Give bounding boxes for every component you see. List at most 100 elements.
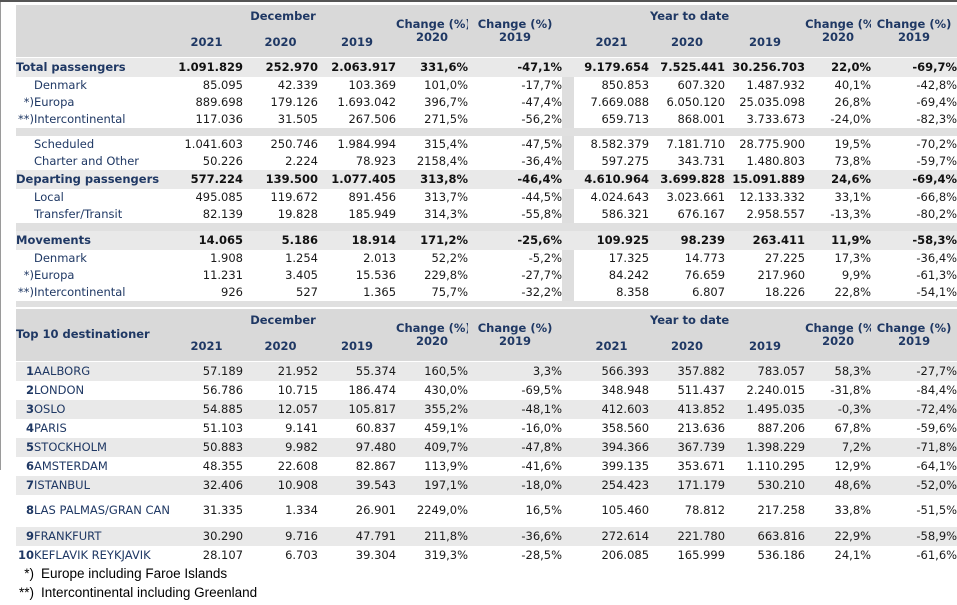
value-cell: 229,8% [396, 267, 469, 284]
value-cell: 3,3% [468, 361, 563, 381]
value-cell: 185.949 [318, 206, 397, 223]
gap-cell [562, 476, 575, 495]
value-cell: -24,0% [805, 111, 872, 128]
row-marker [16, 153, 34, 170]
value-cell: 676.167 [649, 206, 726, 223]
gap-cell [562, 57, 575, 77]
value-cell: 343.731 [649, 153, 726, 170]
row-label: Local [34, 189, 170, 206]
value-cell: -47,1% [468, 57, 563, 77]
table-row: 1 AALBORG 57.189 21.952 55.374 160,5% 3,3% 566.… [16, 361, 957, 381]
value-cell: 171.179 [649, 476, 726, 495]
value-cell: 25.035.098 [725, 94, 806, 111]
gap-cell [562, 457, 575, 476]
top10-table: Top 10 destinationer December Change (%)… [16, 309, 957, 565]
value-cell: 1.693.042 [318, 94, 397, 111]
value-cell: -47,8% [468, 438, 563, 457]
value-cell: 119.672 [243, 189, 318, 206]
value-cell: 22.608 [243, 457, 319, 476]
value-cell: 12.057 [243, 400, 319, 419]
value-cell: 50.883 [170, 438, 244, 457]
value-cell: 1.091.829 [170, 57, 243, 77]
value-cell: 2.240.015 [725, 381, 806, 400]
row-label: FRANKFURT [34, 527, 171, 546]
value-cell: -36,4% [871, 250, 957, 267]
value-cell: 353.671 [649, 457, 726, 476]
year-header-row: 2021 2020 2019 2021 2020 2019 [16, 332, 957, 362]
value-cell: 39.543 [318, 476, 397, 495]
spacer-cell [16, 128, 957, 136]
row-label: LONDON [34, 381, 171, 400]
row-label: LAS PALMAS/GRAN CANARIA [34, 495, 171, 527]
value-cell: 84.242 [574, 267, 650, 284]
table-row: 6 AMSTERDAM 48.355 22.608 82.867 113,9% -41,6%… [16, 457, 957, 476]
row-marker [16, 136, 34, 153]
value-cell: 22,8% [805, 284, 872, 301]
value-cell: -84,4% [871, 381, 957, 400]
row-rank: 6 [16, 457, 34, 476]
value-cell: -54,1% [871, 284, 957, 301]
value-cell: -41,6% [468, 457, 563, 476]
value-cell: -13,3% [805, 206, 872, 223]
value-cell: 12,9% [805, 457, 872, 476]
value-cell: -66,8% [871, 189, 957, 206]
footnote-marker: **) [18, 585, 34, 600]
group-gap [562, 5, 575, 58]
row-label: Movements [16, 231, 170, 250]
value-cell: 3.699.828 [649, 170, 726, 189]
value-cell: 314,3% [396, 206, 469, 223]
value-cell: 394.366 [574, 438, 650, 457]
value-cell: 313,7% [396, 189, 469, 206]
value-cell: -47,5% [468, 136, 563, 153]
value-cell: 217.960 [725, 267, 806, 284]
value-cell: 396,7% [396, 94, 469, 111]
value-cell: 10.908 [243, 476, 319, 495]
row-marker [16, 250, 34, 267]
value-cell: 17.325 [574, 250, 650, 267]
value-cell: 367.739 [649, 438, 726, 457]
row-label: Denmark [34, 250, 170, 267]
column-header-change-2020-ytd: Change (%) 2020 [805, 309, 872, 362]
row-marker [16, 77, 34, 94]
row-label: AALBORG [34, 361, 171, 381]
value-cell: -18,0% [468, 476, 563, 495]
row-rank: 8 [16, 495, 34, 527]
value-cell: -51,5% [871, 495, 957, 527]
value-cell: 8.582.379 [574, 136, 650, 153]
gap-cell [562, 438, 575, 457]
value-cell: 24,6% [805, 170, 872, 189]
row-label: PARIS [34, 419, 171, 438]
value-cell: -55,8% [468, 206, 563, 223]
value-cell: 495.085 [170, 189, 243, 206]
value-cell: 24,1% [805, 546, 872, 565]
gap-cell [562, 495, 575, 527]
value-cell: 1.487.932 [725, 77, 806, 94]
value-cell: 48,6% [805, 476, 872, 495]
table-row: 4 PARIS 51.103 9.141 60.837 459,1% -16,0% 358.5… [16, 419, 957, 438]
value-cell: 197,1% [396, 476, 469, 495]
value-cell: 221.780 [649, 527, 726, 546]
gap-cell [562, 136, 575, 153]
value-cell: 109.925 [574, 231, 650, 250]
value-cell: -31,8% [805, 381, 872, 400]
value-cell: 413.852 [649, 400, 726, 419]
row-rank: 7 [16, 476, 34, 495]
value-cell: 663.816 [725, 527, 806, 546]
value-cell: 319,3% [396, 546, 469, 565]
row-label: AMSTERDAM [34, 457, 171, 476]
gap-cell [562, 231, 575, 250]
value-cell: 16,5% [468, 495, 563, 527]
value-cell: 6.703 [243, 546, 319, 565]
row-label: Transfer/Transit [34, 206, 170, 223]
value-cell: -69,7% [871, 57, 957, 77]
value-cell: 54.885 [170, 400, 244, 419]
value-cell: 267.506 [318, 111, 397, 128]
value-cell: 26,8% [805, 94, 872, 111]
table-row: 10 KEFLAVIK REYKJAVIK 28.107 6.703 39.304 319… [16, 546, 957, 565]
group-header-december: December [170, 5, 397, 28]
row-rank: 10 [16, 546, 34, 565]
value-cell: 28.107 [170, 546, 244, 565]
value-cell: 11,9% [805, 231, 872, 250]
value-cell: 2.013 [318, 250, 397, 267]
value-cell: -36,4% [468, 153, 563, 170]
